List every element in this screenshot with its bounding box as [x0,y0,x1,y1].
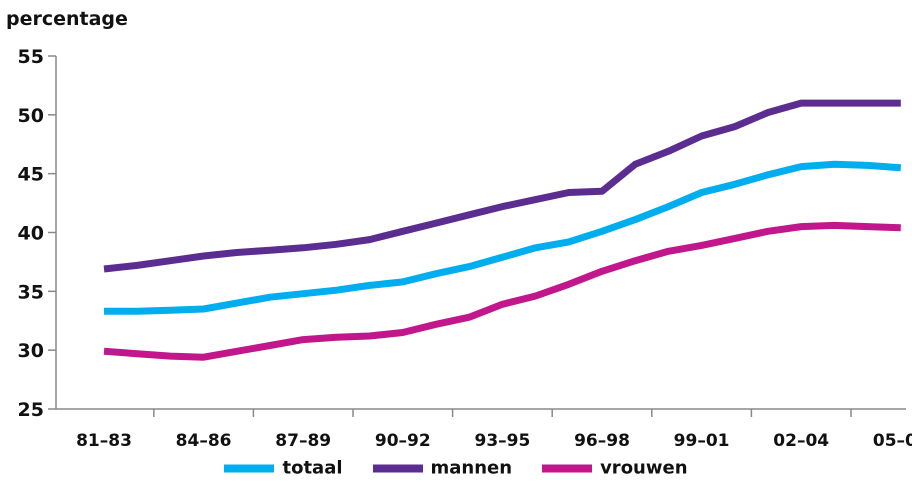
legend-label-totaal: totaal [282,457,343,479]
x-tick-label: 81–83 [76,431,132,451]
series-line-vrouwen [103,221,901,361]
legend-label-vrouwen: vrouwen [600,457,688,479]
legend-swatch-totaal [224,464,275,472]
chart-legend: totaal mannen vrouwen [0,458,912,479]
y-tick-label: 45 [18,164,44,186]
x-tick-label: 96–98 [574,431,630,451]
x-tick-label: 90–92 [375,431,431,451]
chart-series [103,99,902,361]
series-line-mannen [103,99,901,273]
legend-item-totaal: totaal [224,457,343,479]
y-tick-label: 50 [18,105,44,127]
legend-swatch-vrouwen [542,464,593,472]
chart-ticks: 25 30 35 40 45 50 55 81–83 84–86 87–89 90–92 93–95 9… [18,46,912,451]
y-tick-label: 55 [18,46,44,68]
legend-swatch-mannen [372,464,423,472]
legend-item-mannen: mannen [372,457,513,479]
y-tick-label: 25 [18,399,44,421]
x-tick-label: 87–89 [275,431,331,451]
y-tick-label: 40 [18,223,44,245]
y-tick-label: 30 [18,340,44,362]
x-tick-label: 05–07 [873,431,912,451]
y-axis-label: percentage [6,8,128,30]
x-tick-label: 93–95 [474,431,530,451]
x-tick-label: 02–04 [773,431,829,451]
y-tick-label: 35 [18,281,44,303]
x-tick-label: 99–01 [674,431,730,451]
series-line-totaal [104,160,902,315]
legend-label-mannen: mannen [430,457,513,479]
x-tick-label: 84–86 [176,431,232,451]
legend-item-vrouwen: vrouwen [542,457,688,479]
